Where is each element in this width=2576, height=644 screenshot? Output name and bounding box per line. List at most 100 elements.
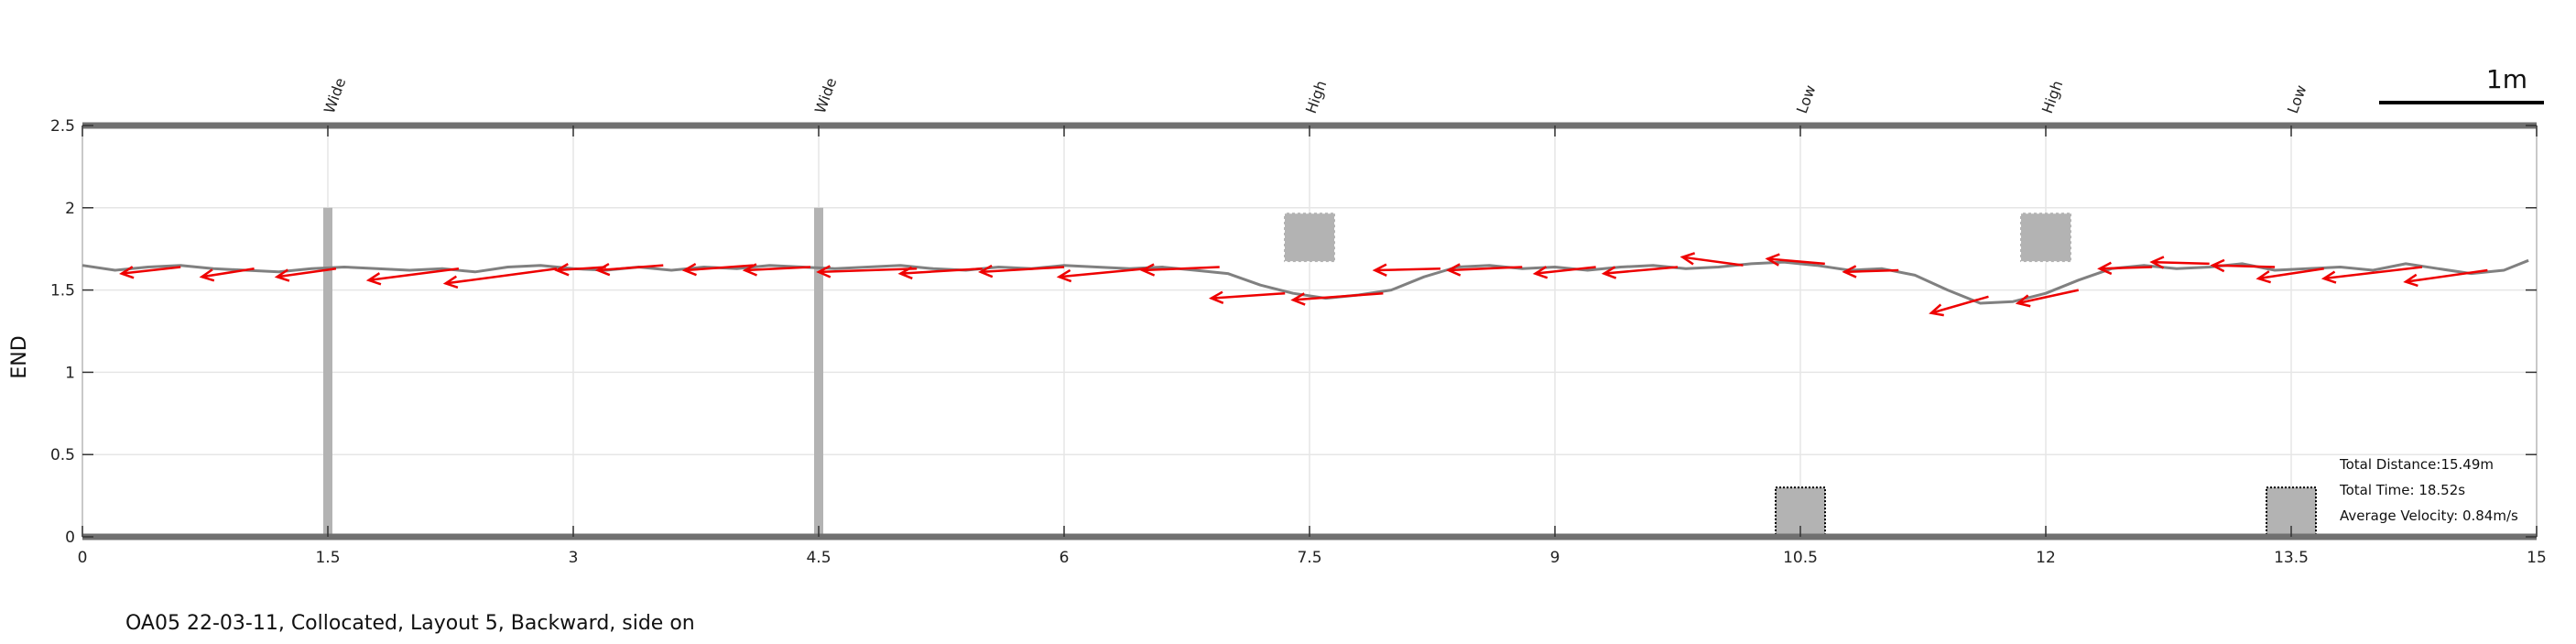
y-tick-label: 0 [65, 529, 75, 547]
velocity-arrow [1844, 268, 1899, 274]
low-obstacle [2266, 486, 2317, 538]
velocity-arrow [1142, 266, 1220, 272]
obstacle-label: Low [1793, 82, 1820, 115]
average-velocity: Average Velocity: 0.84m/s [2340, 508, 2518, 524]
velocity-arrow [684, 264, 754, 272]
obstacle-label: High [1302, 78, 1330, 115]
arrow-head [742, 263, 757, 277]
x-tick-label: 12 [2036, 549, 2056, 567]
velocity-arrow [1211, 291, 1286, 300]
velocity-arrow [2323, 266, 2423, 280]
arrow-head [1929, 303, 1944, 317]
velocity-arrow [1448, 266, 1523, 272]
velocity-arrow [2212, 264, 2276, 268]
arrow-head [274, 268, 290, 282]
y-tick-label: 0.5 [50, 446, 75, 464]
arrow-head [897, 266, 913, 280]
velocity-arrow [2152, 260, 2210, 266]
x-tick-label: 1.5 [315, 549, 340, 567]
x-tick-label: 0 [78, 549, 88, 567]
velocity-arrow [980, 266, 1065, 274]
x-tick-label: 13.5 [2274, 549, 2309, 567]
x-tick-label: 3 [569, 549, 579, 567]
arrow-head [1765, 253, 1780, 267]
y-tick-label: 1 [65, 364, 75, 382]
arrow-head [1372, 263, 1387, 277]
arrow-head [2321, 270, 2337, 284]
stats-box: Total Distance:15.49m Total Time: 18.52s… [2339, 456, 2518, 524]
velocity-arrow [2258, 267, 2324, 280]
arrow-head [1290, 292, 1306, 306]
obstacle-label: Wide [321, 75, 350, 115]
arrow-head [119, 266, 135, 279]
velocity-arrow [2405, 268, 2488, 283]
velocity-arrow [1535, 266, 1596, 275]
arrow-head [199, 268, 215, 282]
arrow-head [1679, 252, 1696, 266]
arrow-head [594, 262, 611, 277]
arrow-head [1445, 263, 1462, 277]
obstacle-label: High [2038, 78, 2066, 115]
arrow-head [1208, 290, 1224, 304]
velocity-arrow [121, 266, 181, 275]
velocity-arrow [597, 264, 664, 272]
velocity-arrow [1293, 291, 1384, 301]
arrow-head [2255, 270, 2272, 284]
x-tick-label: 10.5 [1783, 549, 1818, 567]
arrow-head [681, 262, 697, 277]
y-axis-label: END [8, 335, 31, 378]
velocity-arrow [818, 267, 918, 274]
velocity-arrow [1930, 295, 1989, 314]
high-obstacle [1283, 212, 1336, 264]
velocity-arrow [745, 266, 811, 272]
x-tick-label: 6 [1060, 549, 1070, 567]
arrow-head [554, 263, 570, 277]
velocity-arrow [1059, 267, 1147, 278]
arrow-head [2403, 273, 2418, 288]
pole-obstacle [323, 207, 332, 538]
velocity-arrows [119, 252, 2488, 317]
scale-bar-label: 1m [2486, 64, 2527, 94]
velocity-arrow [900, 267, 983, 275]
high-obstacle [2019, 212, 2072, 264]
velocity-arrow [277, 267, 337, 278]
arrow-head [365, 272, 382, 286]
x-tick-label: 15 [2527, 549, 2547, 567]
arrow-head [1532, 266, 1549, 279]
velocity-arrow [1767, 257, 1825, 266]
figure-caption: OA05 22-03-11, Collocated, Layout 5, Bac… [125, 612, 695, 635]
arrow-head [1842, 265, 1857, 278]
velocity-arrow [201, 267, 255, 278]
total-time: Total Time: 18.52s [2339, 482, 2465, 498]
arrow-head [2015, 294, 2031, 308]
pole-obstacle [814, 207, 823, 538]
x-tick-label: 9 [1550, 549, 1560, 567]
velocity-arrow [1375, 267, 1440, 272]
velocity-arrow [557, 266, 606, 272]
scale-bar: 1m [2379, 64, 2544, 104]
arrow-head [1139, 263, 1156, 277]
arrow-head [1601, 266, 1617, 279]
grid-lines [82, 125, 2538, 538]
velocity-arrow [1682, 256, 1744, 267]
total-distance: Total Distance:15.49m [2339, 456, 2494, 473]
y-tick-label: 1.5 [50, 282, 75, 300]
velocity-arrow [445, 267, 558, 285]
velocity-arrow [2099, 266, 2153, 270]
arrow-head [2097, 261, 2113, 276]
x-tick-label: 4.5 [806, 549, 831, 567]
y-tick-label: 2.5 [50, 117, 75, 136]
obstacle-label: Low [2284, 82, 2310, 115]
axis-ticks: 0 1.5 3 4.5 6 7.5 9 10.5 12 13.5 15 0 0.5 1 1.5 2 2.5 [50, 117, 2547, 567]
arrow-head [978, 264, 994, 278]
velocity-arrow [2017, 289, 2079, 305]
arrow-head [442, 275, 459, 289]
arrow-head [816, 265, 831, 278]
x-tick-label: 7.5 [1297, 549, 1321, 567]
velocity-arrow [1603, 266, 1679, 275]
arrow-head [2149, 256, 2165, 269]
velocity-arrow [368, 267, 460, 282]
y-tick-label: 2 [65, 200, 75, 218]
arrow-head [2210, 258, 2225, 273]
